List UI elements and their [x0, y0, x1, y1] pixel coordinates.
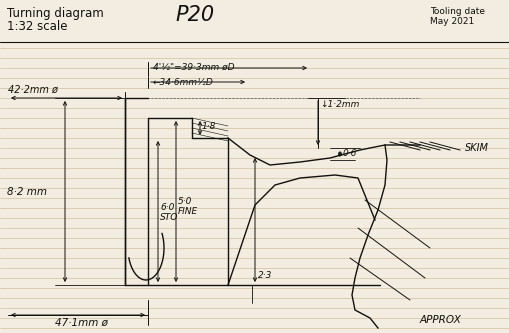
Text: 5·0
FINE: 5·0 FINE: [178, 197, 198, 216]
Text: Tooling date
May 2021: Tooling date May 2021: [429, 7, 484, 26]
Text: ↓1·2mm: ↓1·2mm: [319, 100, 359, 109]
Text: 2·3: 2·3: [258, 271, 272, 280]
Text: APPROX: APPROX: [419, 315, 461, 325]
Text: 8·2 mm: 8·2 mm: [7, 187, 47, 197]
Text: 0·6: 0·6: [343, 149, 357, 158]
Text: 47·1mm ø: 47·1mm ø: [55, 318, 108, 328]
Text: 4'½"=39·3mm øD: 4'½"=39·3mm øD: [153, 63, 234, 72]
Text: 6·0
STO: 6·0 STO: [160, 203, 178, 222]
Text: Turning diagram: Turning diagram: [7, 7, 103, 20]
Text: 1:32 scale: 1:32 scale: [7, 20, 67, 33]
Text: P20: P20: [175, 5, 214, 25]
Text: SKIM: SKIM: [464, 143, 488, 153]
Text: 1·8: 1·8: [202, 122, 216, 131]
Text: ←34·6mm½D: ←34·6mm½D: [153, 78, 213, 87]
Text: 42·2mm ø: 42·2mm ø: [8, 85, 58, 95]
